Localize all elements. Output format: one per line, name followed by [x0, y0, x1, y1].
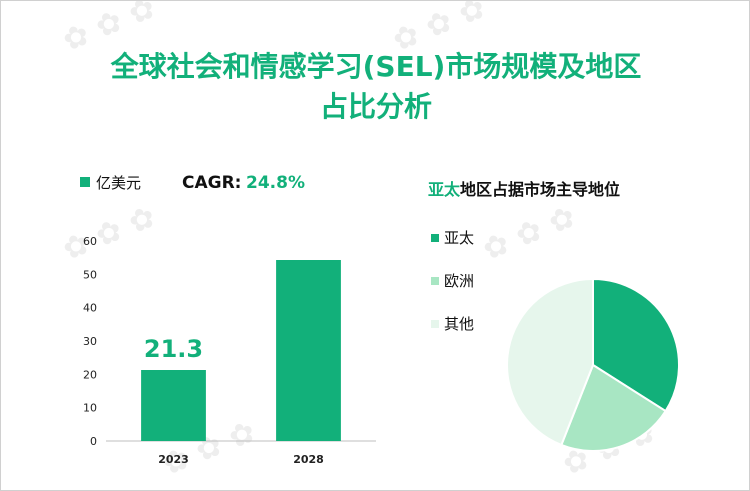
bar-chart: 0 10 20 30 40 50 60 2023 21.3 2028 [83, 235, 376, 466]
bar-legend-swatch [80, 177, 90, 187]
pie-legend-swatch-other [431, 320, 439, 328]
pie-title-highlight: 亚太 [428, 180, 461, 199]
y-tick-label: 40 [83, 302, 97, 315]
y-tick-label: 50 [83, 268, 97, 281]
bar-data-label: 21.3 [144, 335, 203, 363]
bar-2028 [276, 260, 341, 441]
cagr-label: CAGR: [182, 173, 242, 193]
pie-title-rest: 地区占据市场主导地位 [460, 180, 621, 199]
pie-legend-label-apac: 亚太 [444, 229, 475, 247]
pie-slice-apac [592, 277, 680, 413]
y-tick-label: 30 [83, 335, 97, 348]
pie-legend-swatch-europe [431, 277, 439, 285]
y-tick-label: 0 [90, 435, 97, 448]
watermark: ✿ ✿ ✿ [477, 199, 581, 268]
y-tick-label: 60 [83, 235, 97, 248]
pie-legend-label-europe: 欧洲 [444, 272, 475, 290]
chart-title-line1: 全球社会和情感学习(SEL)市场规模及地区 [110, 50, 642, 83]
pie-slice-other [506, 277, 594, 447]
x-tick-label: 2028 [293, 453, 324, 466]
pie-legend-label-other: 其他 [444, 315, 475, 333]
y-tick-label: 20 [83, 368, 97, 381]
cagr-value: 24.8% [246, 173, 305, 193]
y-tick-label: 10 [83, 402, 97, 415]
pie-legend-swatch-apac [431, 234, 439, 242]
chart-title-line2: 占比分析 [319, 90, 432, 123]
x-tick-label: 2023 [158, 453, 189, 466]
watermark: ✿ ✿ ✿ [557, 414, 661, 483]
bar-legend-label: 亿美元 [96, 174, 142, 192]
pie-slice-europe [560, 363, 667, 452]
bar-2023 [141, 370, 206, 441]
pie-title: 亚太地区占据市场主导地位 [428, 176, 620, 200]
